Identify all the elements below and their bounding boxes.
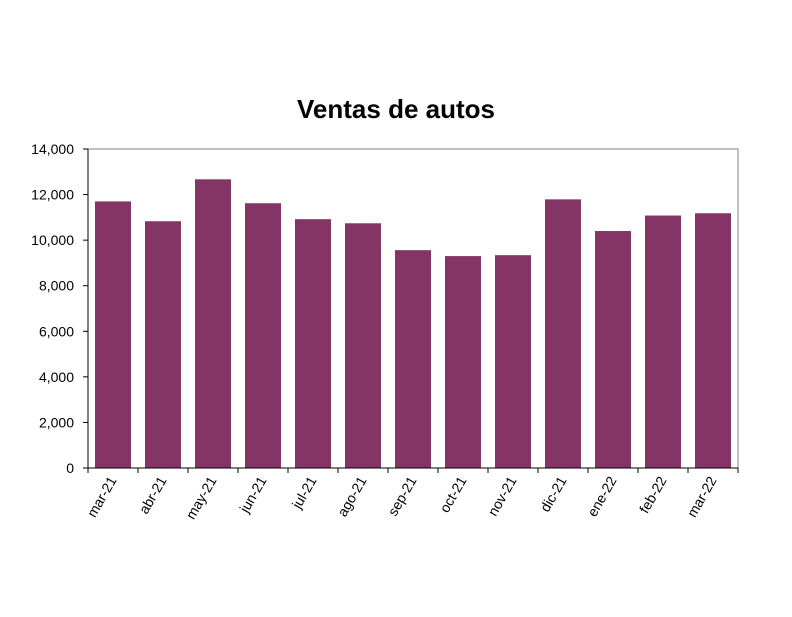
y-axis: 0 2,000 4,000 6,000 8,000 10,000 12,000 14,000 <box>31 141 89 476</box>
x-tick-label: mar-21 <box>84 473 120 520</box>
y-tick-label: 10,000 <box>31 232 74 248</box>
y-tick-label: 2,000 <box>39 414 74 430</box>
bar-jun-21 <box>245 203 281 469</box>
x-tick-label: nov-21 <box>484 473 519 518</box>
bar-may-21 <box>195 179 231 468</box>
bar-mar-21 <box>95 201 131 468</box>
x-tick-label: mar-22 <box>684 473 720 520</box>
bar-abr-21 <box>145 221 181 468</box>
bar-feb-22 <box>645 215 681 468</box>
x-tick-label: abr-21 <box>136 473 170 516</box>
bar-jul-21 <box>295 219 331 468</box>
y-tick-label: 4,000 <box>39 369 74 385</box>
x-tick-label: feb-22 <box>636 473 670 516</box>
x-tick-label: ago-21 <box>334 473 370 519</box>
x-tick-label: jun-21 <box>236 473 270 516</box>
x-tick-label: may-21 <box>182 473 219 522</box>
y-tick-label: 6,000 <box>39 323 74 339</box>
y-tick-label: 12,000 <box>31 187 74 203</box>
x-axis: mar-21 abr-21 may-21 jun-21 jul-21 ago-21 sep-… <box>84 467 739 522</box>
x-tick-label: dic-21 <box>537 473 570 514</box>
bar-ago-21 <box>345 223 381 468</box>
x-tick-label: jul-21 <box>288 473 320 512</box>
bar-sep-21 <box>395 250 431 468</box>
y-tick-label: 0 <box>66 460 74 476</box>
bar-dic-21 <box>545 199 581 468</box>
bar-nov-21 <box>495 255 531 468</box>
bars <box>95 179 731 469</box>
bar-ene-22 <box>595 231 631 468</box>
y-tick-label: 14,000 <box>31 141 74 157</box>
y-tick-label: 8,000 <box>39 278 74 294</box>
bar-oct-21 <box>445 256 481 468</box>
x-tick-label: oct-21 <box>436 473 469 515</box>
x-tick-label: sep-21 <box>384 473 419 518</box>
x-tick-label: ene-22 <box>584 473 620 519</box>
chart-title: Ventas de autos <box>297 94 495 124</box>
bar-mar-22 <box>695 213 731 468</box>
